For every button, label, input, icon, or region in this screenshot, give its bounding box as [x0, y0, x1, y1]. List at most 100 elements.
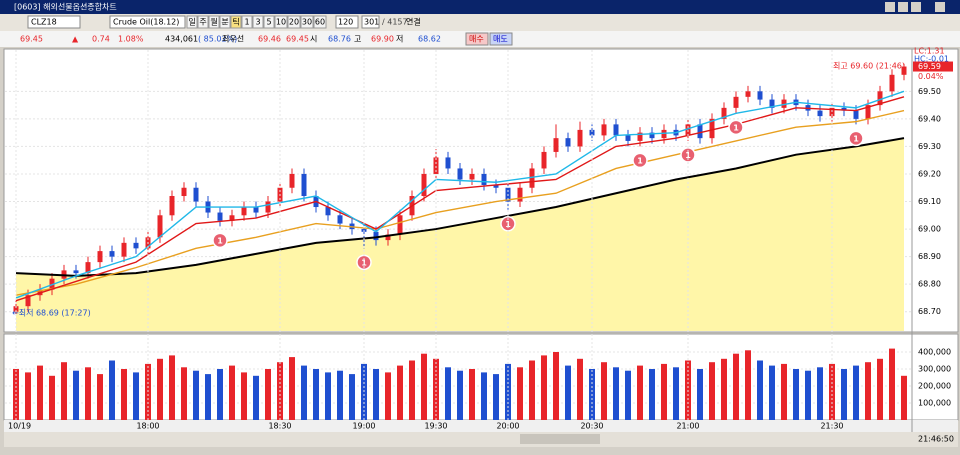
period-button[interactable] [219, 15, 231, 29]
candle-body [469, 173, 475, 180]
volume-bar [313, 369, 319, 420]
volume-bar [373, 369, 379, 420]
period-button[interactable] [230, 15, 242, 29]
last-rate: 0.04% [918, 72, 944, 81]
restore-button[interactable] [898, 2, 908, 12]
candle-body [289, 173, 295, 188]
volume-bar [397, 365, 403, 420]
volume-bar [841, 369, 847, 420]
ask: 69.46 [258, 35, 281, 44]
interval-box[interactable] [335, 15, 359, 29]
volume-bar [625, 370, 631, 420]
volume-bar [337, 370, 343, 420]
window-title: [0603] 해외선물옵션종합차트 [14, 2, 117, 12]
candle-body [685, 124, 691, 136]
help-button[interactable] [911, 2, 921, 12]
candle-body [901, 66, 907, 75]
candle-body [181, 187, 187, 197]
candle-body [373, 231, 379, 241]
volume-bar [205, 374, 211, 420]
min-button[interactable] [885, 2, 895, 12]
link[interactable]: 연결 [406, 17, 421, 27]
period-button[interactable] [186, 15, 198, 29]
lc-label: LC:1.31 [914, 47, 945, 56]
scroll-bar[interactable] [4, 432, 958, 447]
volume-bar [265, 369, 271, 420]
volume-bar [217, 369, 223, 420]
period-button[interactable] [208, 15, 220, 29]
candle-body [445, 157, 451, 169]
buy-button[interactable] [465, 32, 489, 46]
candle-body [589, 129, 595, 136]
candle-body [577, 129, 583, 147]
period-button[interactable] [241, 15, 253, 29]
period-button[interactable] [252, 15, 264, 29]
scroll-thumb[interactable] [520, 434, 600, 444]
volume-bar [61, 362, 67, 420]
ma-line [15, 90, 905, 299]
volume-bar [649, 369, 655, 420]
candle-body [553, 138, 559, 152]
volume-bar [709, 362, 715, 420]
candle-body [709, 118, 715, 139]
count-box[interactable] [361, 15, 380, 29]
signal-label: 1 [637, 156, 643, 165]
candle-body [253, 207, 259, 213]
volume-bar [853, 365, 859, 420]
volume-bar [385, 372, 391, 420]
period-label: 20 [289, 18, 299, 27]
volume-bar [769, 365, 775, 420]
volume-bar [85, 367, 91, 420]
y-tick-label: 69.50 [918, 87, 941, 96]
volume-rate: ( 85.02%) [198, 35, 237, 44]
code-box[interactable] [27, 15, 81, 29]
period-button[interactable] [313, 15, 327, 29]
volume-bar [325, 372, 331, 420]
time-label: 21:00 [676, 422, 699, 431]
period-button[interactable] [263, 15, 275, 29]
candle-body [193, 187, 199, 202]
candle-body [697, 124, 703, 139]
volume-bar [529, 360, 535, 420]
hc-label: HC:-0.01 [914, 55, 949, 64]
volume-bar [73, 370, 79, 420]
close-button[interactable] [935, 2, 945, 12]
volume-bar [793, 369, 799, 420]
ma-fill [16, 138, 904, 331]
period-label: 60 [315, 18, 325, 27]
signal-marker [212, 232, 228, 249]
sell: 매도 [493, 35, 508, 44]
open: 68.76 [328, 35, 351, 44]
candle-body [157, 215, 163, 238]
title-bar [0, 0, 960, 14]
time-label: 20:00 [496, 422, 519, 431]
candle-body [853, 110, 859, 119]
y-tick-label: 69.10 [918, 197, 941, 206]
candle-body [565, 138, 571, 147]
product-box[interactable] [109, 15, 186, 29]
period-label: 1 [244, 18, 249, 27]
volume-bar [805, 370, 811, 420]
time-label: 19:00 [352, 422, 375, 431]
sell-button[interactable] [489, 32, 513, 46]
candle-body [481, 173, 487, 185]
candle-body [325, 207, 331, 216]
period-button[interactable] [274, 15, 288, 29]
high-note: 최고 69.60 (21:46) [833, 61, 905, 71]
volume-bar [637, 365, 643, 420]
volume-bar [121, 369, 127, 420]
candle-body [637, 132, 643, 141]
candle-body [733, 96, 739, 108]
volume-bar [865, 362, 871, 420]
volume-bar [673, 367, 679, 420]
period-button[interactable] [197, 15, 209, 29]
volume-bar [409, 360, 415, 420]
count: 301 [364, 18, 379, 27]
volume-bar [889, 348, 895, 420]
volume-bar [109, 360, 115, 420]
period-button[interactable] [287, 15, 301, 29]
candle-body [769, 99, 775, 108]
volume-bar [169, 355, 175, 420]
period-button[interactable] [300, 15, 314, 29]
